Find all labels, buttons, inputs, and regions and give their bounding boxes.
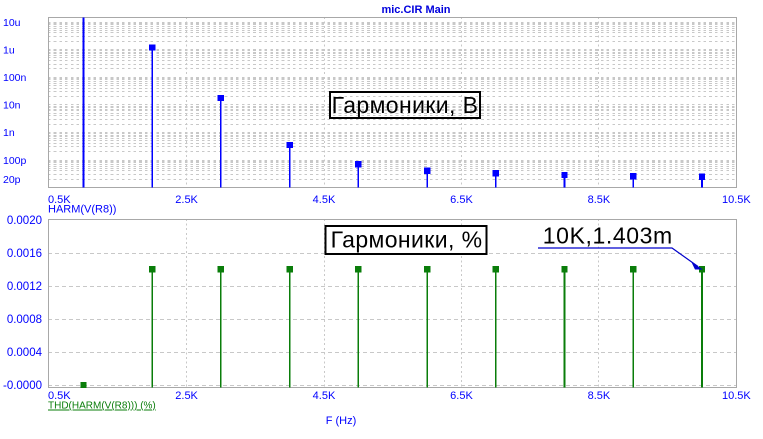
svg-text:4.5K: 4.5K [313,390,336,402]
svg-text:HARM(V(R8)): HARM(V(R8)) [48,204,116,216]
svg-text:2.5K: 2.5K [175,390,198,402]
svg-text:0.5K: 0.5K [48,390,71,402]
svg-text:F (Hz): F (Hz) [326,415,357,427]
svg-text:1n: 1n [3,127,15,139]
svg-text:6.5K: 6.5K [450,390,473,402]
svg-text:6.5K: 6.5K [450,194,473,206]
svg-text:0.0020: 0.0020 [7,215,42,227]
svg-text:8.5K: 8.5K [588,194,611,206]
svg-text:10.5K: 10.5K [722,390,751,402]
svg-text:0.5K: 0.5K [48,194,71,206]
svg-text:4.5K: 4.5K [313,194,336,206]
svg-text:0.0004: 0.0004 [7,347,43,359]
svg-text:100n: 100n [3,72,27,84]
svg-text:0.0012: 0.0012 [7,281,42,293]
svg-text:100p: 100p [3,155,27,167]
svg-text:20p: 20p [3,174,21,186]
svg-text:-0.0000: -0.0000 [3,380,42,392]
svg-text:10.5K: 10.5K [722,194,751,206]
svg-text:Гармоники, %: Гармоники, % [331,227,483,253]
svg-text:0.0008: 0.0008 [7,314,42,326]
svg-text:THD(HARM(V(R8))) (%): THD(HARM(V(R8))) (%) [48,401,156,412]
svg-text:Гармоники, В: Гармоники, В [332,92,479,118]
svg-text:2.5K: 2.5K [175,194,198,206]
svg-text:10K,1.403m: 10K,1.403m [543,223,673,249]
svg-text:8.5K: 8.5K [588,390,611,402]
svg-text:1u: 1u [3,44,15,56]
svg-text:10n: 10n [3,100,21,112]
svg-text:10u: 10u [3,17,21,29]
svg-text:mic.CIR Main: mic.CIR Main [381,4,450,16]
svg-text:0.0016: 0.0016 [7,248,42,260]
